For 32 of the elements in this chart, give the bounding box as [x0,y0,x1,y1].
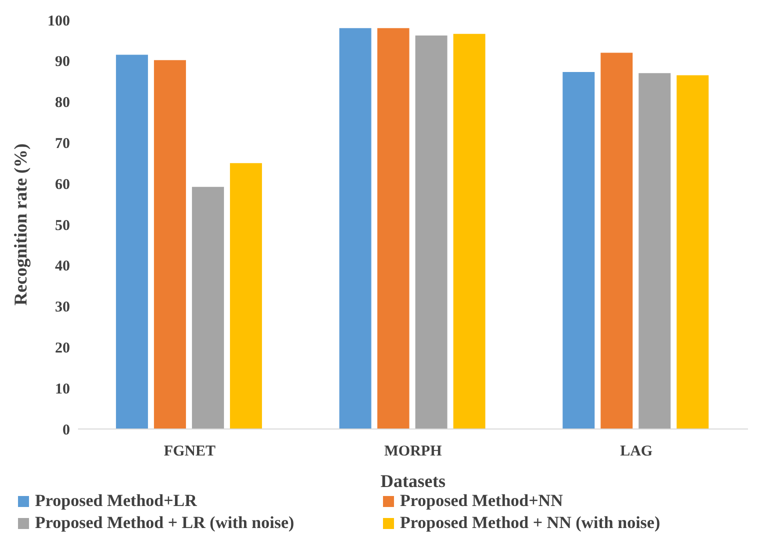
y-tick-label: 70 [55,136,70,152]
bar [192,186,224,429]
bar [638,73,671,429]
y-tick-label: 0 [62,422,70,438]
legend-label: Proposed Method + LR (with noise) [35,513,294,533]
bar [230,163,262,429]
bar [415,36,448,429]
x-axis-title: Datasets [380,471,446,491]
y-tick-label: 30 [55,300,70,316]
y-tick-label: 100 [48,13,70,30]
y-tick-label: 20 [55,340,70,357]
x-tick-label: LAG [620,444,653,460]
bar [600,52,633,429]
bar [676,75,709,429]
y-tick-label: 60 [55,176,70,193]
legend-label: Proposed Method + NN (with noise) [400,513,660,533]
bar [154,60,186,429]
legend-label: Proposed Method+NN [400,491,563,511]
bar [116,54,148,429]
y-tick-label: 50 [55,218,70,234]
bar [339,28,372,429]
y-tick-label: 40 [55,258,70,275]
y-tick-label: 90 [55,54,70,70]
x-tick-label: MORPH [384,444,442,460]
x-tick-label: FGNET [164,444,216,460]
legend-label: Proposed Method+LR [35,491,197,511]
bar [562,72,595,429]
y-tick-label: 10 [55,381,70,398]
y-axis-title: Recognition rate (%) [10,144,30,306]
y-tick-label: 80 [55,95,70,112]
bar [377,28,410,429]
bar [453,34,486,429]
